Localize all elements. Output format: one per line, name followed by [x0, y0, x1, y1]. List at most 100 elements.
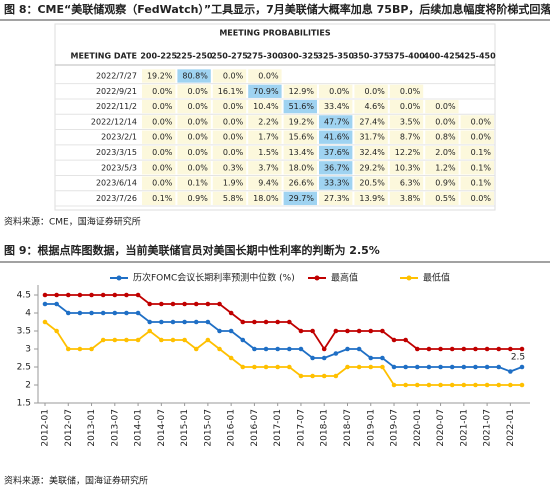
cell-bg	[177, 176, 211, 190]
cell-bg	[248, 69, 282, 83]
cell-bg	[142, 115, 176, 129]
cell: 6.3%	[400, 179, 421, 188]
cell-bg	[283, 130, 317, 144]
point	[124, 292, 129, 298]
point	[193, 319, 199, 325]
row-date: 2023/5/3	[101, 163, 137, 172]
cell: 47.7%	[324, 117, 350, 126]
cell: 0.0%	[223, 117, 244, 126]
cell: 0.9%	[187, 194, 208, 203]
cell-bg	[389, 191, 424, 206]
point	[65, 292, 71, 298]
x-tick-label: 2022-01	[506, 409, 516, 447]
cell: 9.4%	[258, 179, 279, 188]
cell-bg	[319, 99, 353, 114]
cell: 4.6%	[364, 102, 385, 111]
point	[508, 382, 513, 388]
point	[100, 292, 106, 298]
cell-bg	[177, 145, 211, 160]
cell: 3.7%	[258, 163, 279, 172]
cell-bg	[283, 115, 317, 129]
x-tick-label: 2016-01	[227, 409, 237, 447]
cell: 20.5%	[359, 179, 385, 188]
point	[100, 337, 106, 343]
row-date: 2022/9/21	[96, 87, 137, 96]
cell-bg	[177, 84, 211, 98]
cell-bg	[354, 176, 388, 190]
point	[345, 346, 350, 352]
point	[380, 355, 385, 361]
cell: 16.1%	[218, 87, 244, 96]
point	[449, 364, 455, 370]
cell-bg	[460, 115, 494, 129]
point	[100, 310, 106, 316]
cell: 0.0%	[152, 179, 173, 188]
cell-bg	[177, 191, 211, 206]
cell: 18.0%	[289, 163, 315, 172]
legend-marker	[116, 275, 122, 281]
x-tick-label: 2017-07	[296, 409, 306, 447]
point	[496, 364, 502, 370]
cell-bg	[319, 191, 353, 206]
cell-bg	[354, 84, 388, 98]
cell: 0.0%	[187, 148, 208, 157]
x-tick-label: 2016-07	[250, 409, 260, 447]
column-header: 250-275	[211, 52, 248, 61]
cell-bg	[389, 176, 424, 190]
cell: 8.7%	[400, 133, 421, 142]
point	[217, 346, 222, 352]
cell: 0.1%	[187, 179, 208, 188]
point	[205, 301, 211, 307]
y-tick-label: 2	[25, 381, 31, 391]
cell: 51.6%	[289, 102, 315, 111]
point	[333, 328, 339, 334]
cell: 19.2%	[289, 117, 315, 126]
x-tick-label: 2014-07	[157, 409, 167, 447]
point	[391, 364, 397, 370]
cell-bg	[354, 99, 388, 114]
cell: 2.0%	[435, 148, 456, 157]
point	[112, 337, 118, 343]
point	[508, 346, 513, 352]
point	[170, 337, 176, 343]
cell-bg	[212, 99, 247, 114]
row-date: 2023/3/15	[96, 148, 137, 157]
cell-bg	[142, 145, 176, 160]
column-header: 225-250	[176, 52, 213, 61]
cell: 0.0%	[152, 133, 173, 142]
point	[508, 369, 513, 374]
point	[391, 382, 397, 388]
cell-bg	[283, 99, 317, 114]
x-tick-label: 2013-07	[110, 409, 120, 447]
cell-bg	[248, 176, 282, 190]
cell-bg	[177, 69, 211, 83]
cell-bg	[142, 84, 176, 98]
x-tick-label: 2018-01	[320, 409, 330, 447]
cell-bg	[425, 145, 459, 160]
point	[414, 382, 420, 388]
point	[275, 319, 280, 325]
point	[240, 337, 246, 343]
column-header: MEETING DATE	[70, 52, 137, 61]
point	[89, 292, 94, 298]
cell-bg	[142, 176, 176, 190]
cell-bg	[319, 115, 353, 129]
column-header: 275-300	[247, 52, 284, 61]
point	[252, 346, 257, 352]
point	[391, 337, 397, 343]
cell: 0.0%	[258, 72, 279, 81]
point	[298, 346, 304, 352]
x-tick-label: 2021-01	[459, 409, 469, 447]
point	[263, 364, 269, 370]
cell: 0.0%	[223, 102, 244, 111]
point	[228, 310, 234, 316]
point	[426, 346, 432, 352]
cell-bg	[248, 161, 282, 175]
cell-bg	[354, 145, 388, 160]
point	[496, 346, 502, 352]
cell-bg	[248, 99, 282, 114]
cell: 1.2%	[435, 163, 456, 172]
point	[147, 328, 153, 334]
cell: 80.8%	[182, 72, 208, 81]
